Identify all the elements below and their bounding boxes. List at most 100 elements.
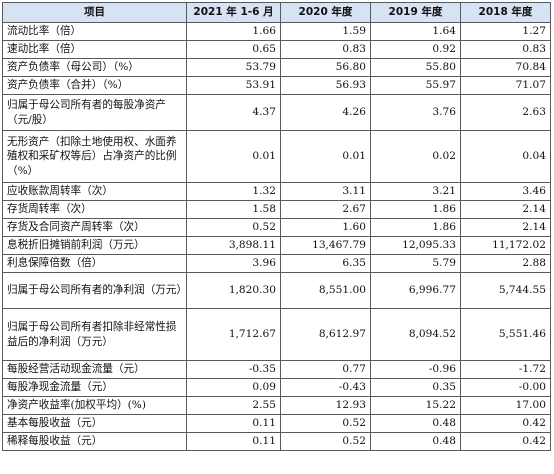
- table-row: 速动比率（倍） 0.65 0.83 0.92 0.83: [2, 40, 551, 59]
- row-value: 12,095.33: [370, 236, 461, 255]
- row-value: 2.63: [460, 94, 551, 131]
- row-label: 每股经营活动现金流量（元）: [2, 360, 187, 379]
- row-value: 1.86: [370, 200, 461, 219]
- row-value: -0.43: [280, 378, 371, 397]
- row-value: 5,551.46: [460, 308, 551, 361]
- row-value: 1.60: [280, 218, 371, 237]
- table-row: 资产负债率（合并）（%） 53.91 56.93 55.97 71.07: [2, 76, 551, 95]
- row-value: 0.01: [186, 130, 281, 183]
- table-row: 基本每股收益（元） 0.11 0.52 0.48 0.42: [2, 414, 551, 433]
- row-value: 0.09: [186, 378, 281, 397]
- row-value: 0.77: [280, 360, 371, 379]
- table-row: 归属于母公司所有者扣除非经常性损益后的净利润（万元） 1,712.67 8,612.…: [2, 308, 551, 361]
- row-value: 4.37: [186, 94, 281, 131]
- table-row: 每股经营活动现金流量（元） -0.35 0.77 -0.96 -1.72: [2, 360, 551, 379]
- row-value: 5,744.55: [460, 272, 551, 309]
- table-row: 流动比率（倍） 1.66 1.59 1.64 1.27: [2, 22, 551, 41]
- row-value: 1.86: [370, 218, 461, 237]
- row-label: 速动比率（倍）: [2, 40, 187, 59]
- row-value: 11,172.02: [460, 236, 551, 255]
- row-value: 3.21: [370, 182, 461, 201]
- row-value: 0.83: [460, 40, 551, 59]
- row-value: 70.84: [460, 58, 551, 77]
- row-value: 3.46: [460, 182, 551, 201]
- row-value: 53.79: [186, 58, 281, 77]
- row-value: 1.59: [280, 22, 371, 41]
- header-2019: 2019 年度: [370, 2, 461, 23]
- table-row: 归属于母公司所有者的净利润（万元） 1,820.30 8,551.00 6,996.7…: [2, 272, 551, 309]
- row-value: 6.35: [280, 254, 371, 273]
- row-value: 8,612.97: [280, 308, 371, 361]
- row-value: 12.93: [280, 396, 371, 415]
- row-value: 1.66: [186, 22, 281, 41]
- row-value: -0.00: [460, 378, 551, 397]
- row-value: 56.93: [280, 76, 371, 95]
- header-2018: 2018 年度: [460, 2, 551, 23]
- row-value: 6,996.77: [370, 272, 461, 309]
- row-value: 2.14: [460, 218, 551, 237]
- row-value: 0.42: [460, 432, 551, 451]
- row-value: 0.11: [186, 414, 281, 433]
- financial-indicators-table: 项目 2021 年 1-6 月 2020 年度 2019 年度 2018 年度 …: [2, 2, 551, 451]
- row-value: 3.76: [370, 94, 461, 131]
- table-row: 应收账款周转率（次） 1.32 3.11 3.21 3.46: [2, 182, 551, 201]
- row-value: 0.52: [280, 414, 371, 433]
- table-row: 利息保障倍数（倍） 3.96 6.35 5.79 2.88: [2, 254, 551, 273]
- row-value: 0.48: [370, 414, 461, 433]
- header-2021-h1: 2021 年 1-6 月: [186, 2, 281, 23]
- row-label: 归属于母公司所有者的净利润（万元）: [2, 272, 187, 309]
- row-value: 0.04: [460, 130, 551, 183]
- row-value: -0.96: [370, 360, 461, 379]
- row-label: 每股净现金流量（元）: [2, 378, 187, 397]
- financial-indicators-table-container: 项目 2021 年 1-6 月 2020 年度 2019 年度 2018 年度 …: [2, 2, 551, 451]
- row-value: 2.88: [460, 254, 551, 273]
- table-row: 每股净现金流量（元） 0.09 -0.43 0.35 -0.00: [2, 378, 551, 397]
- row-value: 8,094.52: [370, 308, 461, 361]
- table-row: 稀释每股收益（元） 0.11 0.52 0.48 0.42: [2, 432, 551, 451]
- row-label: 无形资产（扣除土地使用权、水面养殖权和采矿权等后）占净资产的比例（%）: [2, 130, 187, 183]
- row-value: 15.22: [370, 396, 461, 415]
- row-value: 3.11: [280, 182, 371, 201]
- row-value: 0.11: [186, 432, 281, 451]
- row-value: 1.58: [186, 200, 281, 219]
- row-value: 0.48: [370, 432, 461, 451]
- row-value: 71.07: [460, 76, 551, 95]
- row-label: 归属于母公司所有者的每股净资产（元/股）: [2, 94, 187, 131]
- row-value: 1.64: [370, 22, 461, 41]
- row-value: 0.92: [370, 40, 461, 59]
- row-value: -0.35: [186, 360, 281, 379]
- table-row: 息税折旧摊销前利润（万元） 3,898.11 13,467.79 12,095.33 1…: [2, 236, 551, 255]
- row-value: 4.26: [280, 94, 371, 131]
- row-value: 3.96: [186, 254, 281, 273]
- row-value: 2.55: [186, 396, 281, 415]
- row-label: 流动比率（倍）: [2, 22, 187, 41]
- table-row: 存货周转率（次） 1.58 2.67 1.86 2.14: [2, 200, 551, 219]
- row-label: 资产负债率（合并）（%）: [2, 76, 187, 95]
- row-label: 存货及合同资产周转率（次）: [2, 218, 187, 237]
- row-label: 息税折旧摊销前利润（万元）: [2, 236, 187, 255]
- row-value: 0.35: [370, 378, 461, 397]
- row-value: 1.27: [460, 22, 551, 41]
- row-value: 53.91: [186, 76, 281, 95]
- row-value: 0.65: [186, 40, 281, 59]
- row-value: 2.67: [280, 200, 371, 219]
- row-value: 1,712.67: [186, 308, 281, 361]
- row-label: 稀释每股收益（元）: [2, 432, 187, 451]
- row-label: 存货周转率（次）: [2, 200, 187, 219]
- row-value: 8,551.00: [280, 272, 371, 309]
- row-label: 归属于母公司所有者扣除非经常性损益后的净利润（万元）: [2, 308, 187, 361]
- row-value: 0.52: [186, 218, 281, 237]
- row-label: 利息保障倍数（倍）: [2, 254, 187, 273]
- table-row: 净资产收益率(加权平均）(%) 2.55 12.93 15.22 17.00: [2, 396, 551, 415]
- row-value: -1.72: [460, 360, 551, 379]
- row-value: 2.14: [460, 200, 551, 219]
- row-label: 应收账款周转率（次）: [2, 182, 187, 201]
- row-value: 0.83: [280, 40, 371, 59]
- row-label: 资产负债率（母公司）（%）: [2, 58, 187, 77]
- row-value: 0.42: [460, 414, 551, 433]
- table-row: 归属于母公司所有者的每股净资产（元/股） 4.37 4.26 3.76 2.63: [2, 94, 551, 131]
- table-row: 资产负债率（母公司）（%） 53.79 56.80 55.80 70.84: [2, 58, 551, 77]
- row-value: 5.79: [370, 254, 461, 273]
- row-value: 17.00: [460, 396, 551, 415]
- header-2020: 2020 年度: [280, 2, 371, 23]
